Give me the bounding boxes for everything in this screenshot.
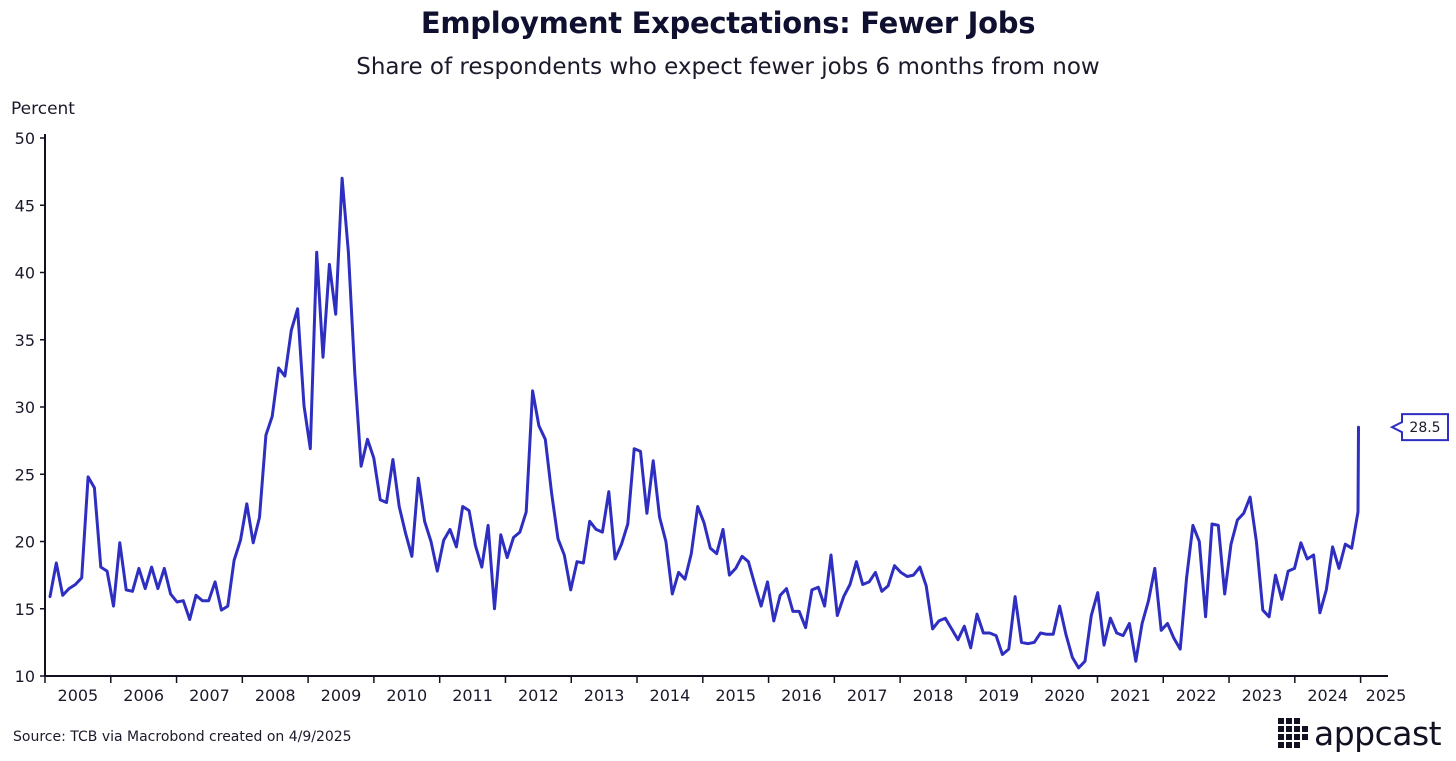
last-value-callout (1389, 413, 1449, 442)
y-tick-label: 15 (15, 600, 35, 619)
x-tick-label: 2019 (978, 686, 1019, 705)
x-tick-label: 2008 (255, 686, 296, 705)
y-tick-label: 25 (15, 465, 35, 484)
series-line (48, 176, 1360, 670)
appcast-logo: appcast (1278, 713, 1442, 753)
last-value-label: 28.5 (1409, 420, 1440, 436)
x-tick-label: 2025 (1366, 686, 1407, 705)
y-tick-label: 45 (15, 196, 35, 215)
appcast-logo-icon (1278, 718, 1308, 748)
x-tick-label: 2021 (1110, 686, 1151, 705)
source-note: Source: TCB via Macrobond created on 4/9… (13, 729, 352, 745)
y-tick-label: 20 (15, 533, 35, 552)
x-tick-label: 2012 (518, 686, 559, 705)
x-tick-label: 2006 (123, 686, 164, 705)
y-tick-label: 10 (15, 667, 35, 686)
x-tick-label: 2015 (715, 686, 756, 705)
x-tick-label: 2005 (58, 686, 99, 705)
x-tick-label: 2023 (1242, 686, 1283, 705)
x-tick-label: 2024 (1307, 686, 1348, 705)
x-tick-label: 2013 (584, 686, 625, 705)
x-tick-label: 2020 (1044, 686, 1085, 705)
y-tick-label: 40 (15, 264, 35, 283)
x-tick-label: 2014 (650, 686, 691, 705)
x-tick-label: 2018 (913, 686, 954, 705)
y-tick-label: 50 (15, 129, 35, 148)
x-tick-label: 2009 (321, 686, 362, 705)
y-tick-label: 35 (15, 331, 35, 350)
x-tick-label: 2022 (1176, 686, 1217, 705)
y-tick-label: 30 (15, 398, 35, 417)
x-tick-label: 2017 (847, 686, 888, 705)
brand-name: appcast (1314, 713, 1442, 753)
chart-subtitle: Share of respondents who expect fewer jo… (356, 54, 1100, 80)
y-axis-label: Percent (11, 99, 75, 119)
chart-title: Employment Expectations: Fewer Jobs (420, 6, 1036, 40)
x-tick-label: 2016 (781, 686, 822, 705)
x-tick-label: 2010 (386, 686, 427, 705)
x-tick-label: 2007 (189, 686, 230, 705)
x-tick-label: 2011 (452, 686, 493, 705)
